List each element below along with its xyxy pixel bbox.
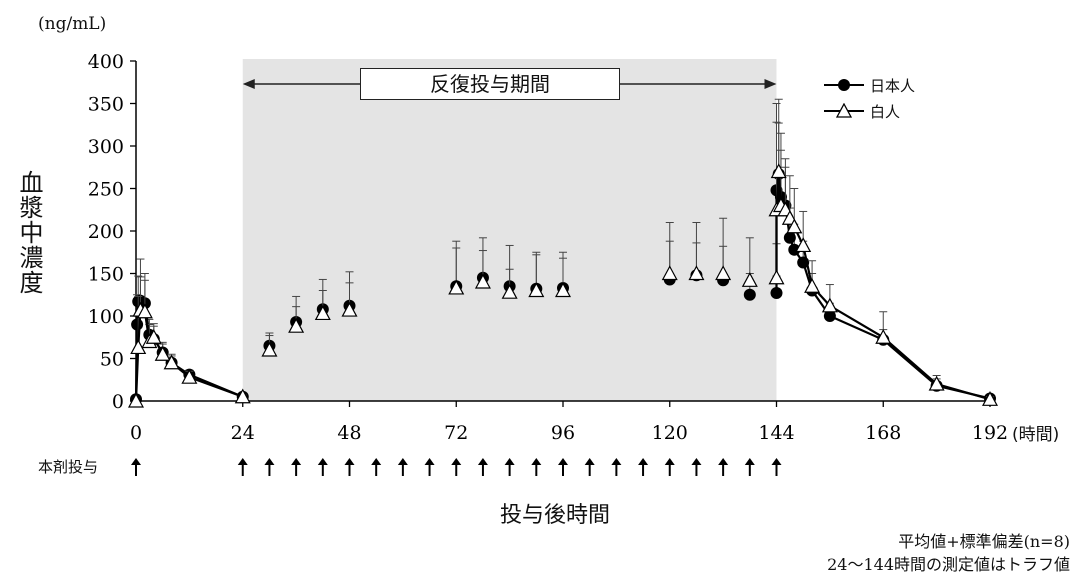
y-tick-label: 0 xyxy=(112,391,124,413)
dose-arrow-head xyxy=(611,458,622,465)
y-tick-label: 350 xyxy=(88,94,124,116)
line-day1-japanese xyxy=(134,299,244,400)
data-point-caucasian xyxy=(474,273,491,289)
data-point-caucasian xyxy=(688,265,705,281)
data-point-caucasian xyxy=(136,303,153,319)
data-point-caucasian xyxy=(163,354,180,370)
data-point-caucasian xyxy=(554,282,572,298)
legend-item-caucasian: 白人 xyxy=(822,98,915,124)
x-tick-label: 144 xyxy=(758,422,794,444)
dose-arrow-head xyxy=(504,458,515,465)
y-unit-label: (ng/mL) xyxy=(38,14,107,34)
data-point-caucasian xyxy=(181,368,198,384)
dose-row-label: 本剤投与 xyxy=(38,458,99,476)
legend-item-japanese: 日本人 xyxy=(822,72,915,98)
x-tick-label: 96 xyxy=(551,422,575,444)
dose-arrow-head xyxy=(718,458,729,465)
dose-arrow-head xyxy=(317,458,328,465)
x-tick-label: 24 xyxy=(231,422,255,444)
data-point-caucasian xyxy=(130,339,147,355)
data-point-caucasian xyxy=(261,341,278,357)
dose-arrow-head xyxy=(237,458,248,465)
dose-arrow-head xyxy=(451,458,462,465)
dose-arrow-head xyxy=(744,458,755,465)
dose-arrow-head xyxy=(371,458,382,465)
repeat-dosing-period-label: 反復投与期間 xyxy=(360,68,620,100)
data-point-caucasian xyxy=(448,279,465,295)
x-axis-label: 投与後時間 xyxy=(500,503,611,528)
x-tick-label: 72 xyxy=(444,422,468,444)
y-tick-label: 200 xyxy=(88,221,124,243)
data-point-caucasian xyxy=(528,282,545,298)
x-tick-label: 48 xyxy=(337,422,361,444)
data-point-caucasian xyxy=(661,265,678,281)
legend-label-japanese: 日本人 xyxy=(870,76,916,95)
legend: 日本人 白人 xyxy=(822,72,915,124)
open-triangle-marker-icon xyxy=(824,103,864,118)
data-point-caucasian xyxy=(145,328,162,344)
data-point-caucasian xyxy=(770,163,787,179)
dose-arrow-head xyxy=(584,458,595,465)
dose-arrow-head xyxy=(131,458,141,465)
y-tick-label: 50 xyxy=(100,349,124,371)
data-point-caucasian xyxy=(341,301,358,317)
dose-arrow-head xyxy=(691,458,702,465)
period-arrow-left-head xyxy=(242,79,255,89)
y-tick-label: 300 xyxy=(88,136,124,158)
data-point-japanese xyxy=(743,288,756,301)
data-point-caucasian xyxy=(127,392,145,408)
data-point-japanese xyxy=(788,243,801,256)
filled-circle-marker-icon xyxy=(824,79,864,91)
data-point-japanese xyxy=(770,287,783,300)
data-point-caucasian xyxy=(981,391,999,406)
dose-arrow-head xyxy=(558,458,568,465)
legend-label-caucasian: 白人 xyxy=(870,102,901,121)
data-point-japanese xyxy=(823,310,836,322)
y-tick-label: 400 xyxy=(88,51,124,73)
x-tick-label: 0 xyxy=(130,422,142,444)
y-tick-label: 250 xyxy=(88,179,124,201)
y-tick-label: 150 xyxy=(88,264,124,286)
data-point-caucasian xyxy=(804,277,821,293)
dose-arrow-head xyxy=(664,458,675,465)
period-arrow-right-head xyxy=(764,79,777,89)
repeat-dosing-shaded-region xyxy=(242,59,777,401)
footnote-trough: 24〜144時間の測定値はトラフ値 xyxy=(827,555,1070,574)
y-tick-label: 100 xyxy=(88,306,124,328)
x-unit-label: (時間) xyxy=(1012,425,1060,445)
footnote-mean-sd: 平均値+標準偏差(n=8) xyxy=(898,532,1070,551)
dose-arrow-head xyxy=(477,458,488,465)
data-point-caucasian xyxy=(234,388,251,404)
dose-arrow-head xyxy=(771,458,782,465)
dose-arrow-head xyxy=(344,458,355,465)
data-point-caucasian xyxy=(795,237,812,253)
data-point-caucasian xyxy=(314,305,331,321)
x-tick-label: 120 xyxy=(652,422,688,444)
data-point-caucasian xyxy=(786,218,803,234)
dose-arrow-head xyxy=(424,458,435,465)
y-axis-label: 血漿中濃度 xyxy=(15,170,43,295)
data-point-caucasian xyxy=(715,265,732,281)
data-point-caucasian xyxy=(768,269,785,285)
dose-arrow-head xyxy=(638,458,649,465)
x-tick-label: 168 xyxy=(865,422,901,444)
dose-arrow-head xyxy=(531,458,542,465)
x-tick-label: 192 xyxy=(972,422,1008,444)
dose-arrow-head xyxy=(291,458,302,465)
data-point-japanese xyxy=(131,318,144,331)
data-point-japanese xyxy=(783,231,796,244)
data-point-caucasian xyxy=(741,272,758,287)
data-point-caucasian xyxy=(928,375,945,391)
data-point-caucasian xyxy=(154,345,171,361)
dose-arrow-head xyxy=(264,458,275,465)
data-point-caucasian xyxy=(821,297,838,313)
data-point-caucasian xyxy=(875,328,892,344)
dose-arrow-head xyxy=(397,458,408,465)
data-point-caucasian xyxy=(501,283,518,299)
data-point-caucasian xyxy=(288,317,305,333)
